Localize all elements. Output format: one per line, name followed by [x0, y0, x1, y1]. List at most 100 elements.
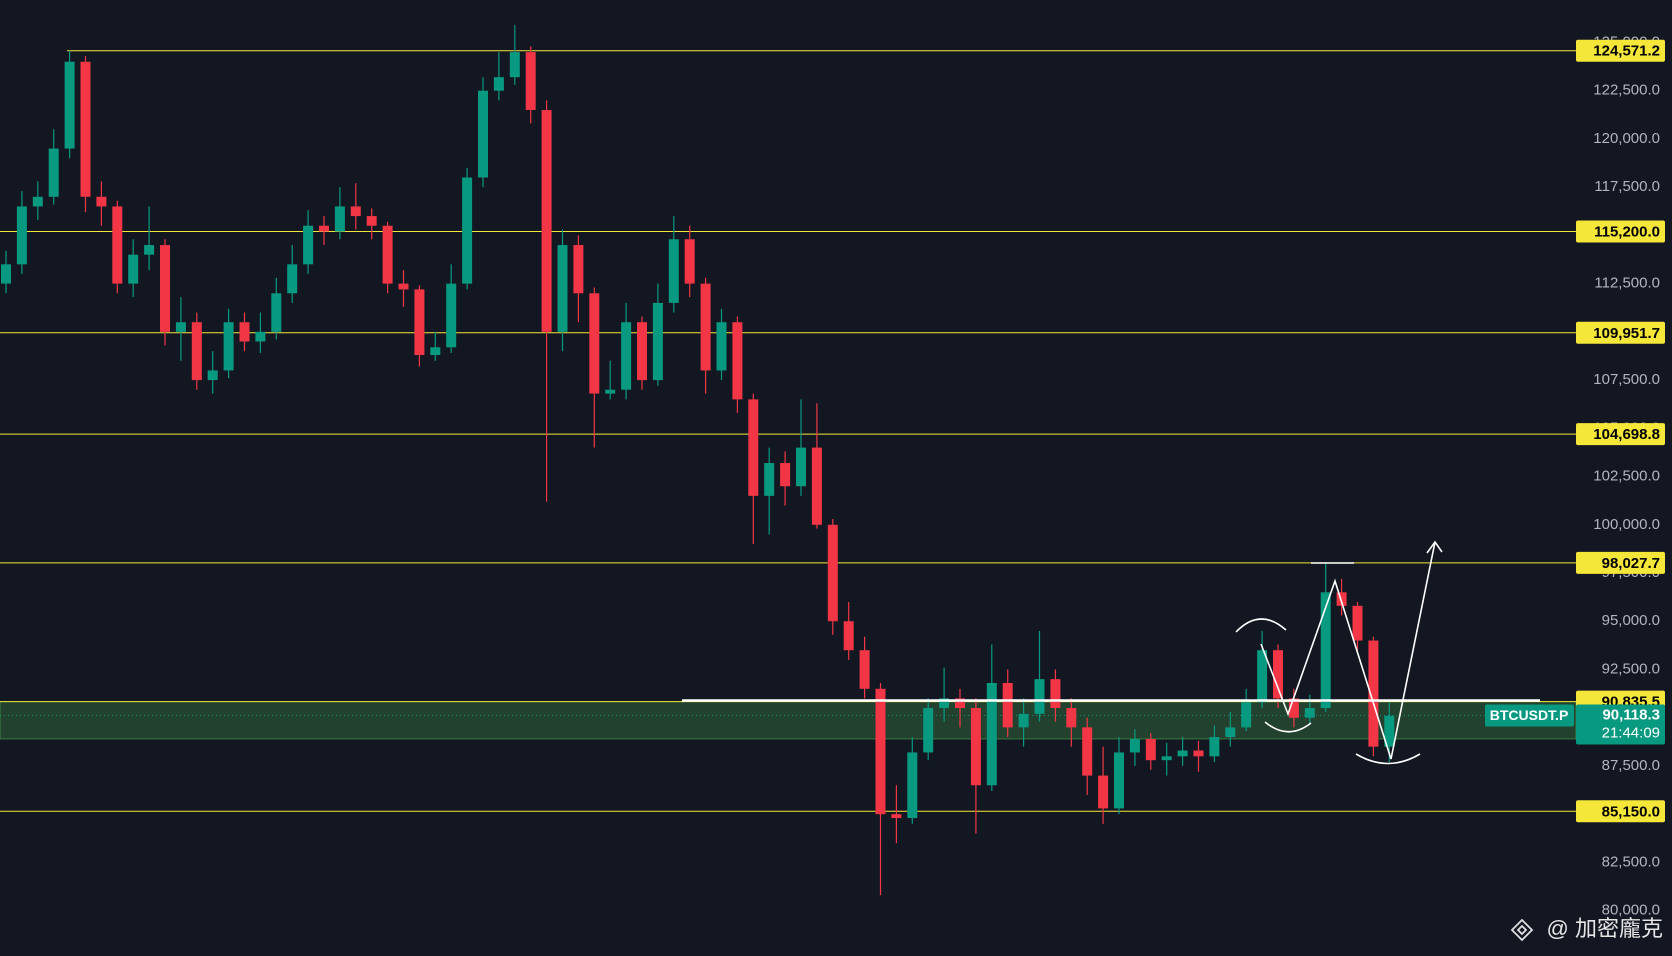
candle-body: [573, 245, 584, 294]
price-axis: 80,000.082,500.085,000.087,500.090,000.0…: [1485, 33, 1665, 919]
candle-body: [923, 708, 934, 753]
candle-body: [621, 322, 632, 390]
candle-body: [430, 347, 441, 356]
candle-body: [525, 52, 536, 110]
candle-body: [366, 216, 377, 226]
level-badge: [1576, 800, 1665, 823]
candle-body: [287, 264, 298, 294]
candle-body: [1273, 650, 1283, 699]
arc: [1355, 753, 1421, 765]
candle-body: [589, 293, 600, 394]
candle-body: [414, 289, 425, 356]
candle-body: [207, 370, 218, 381]
level-label: 104,698.8: [1593, 426, 1660, 443]
candle-body: [780, 463, 791, 487]
candle-body: [1034, 679, 1045, 714]
candle-body: [907, 752, 918, 819]
candle-body: [96, 196, 107, 207]
candle-body: [80, 61, 91, 197]
y-tick-label: 107,500.0: [1593, 371, 1660, 388]
watermark-text: @ 加密龐克: [1547, 916, 1663, 941]
candle-body: [1002, 682, 1013, 728]
candle-body: [1241, 702, 1252, 728]
y-tick-label: 102,500.0: [1593, 468, 1660, 485]
candle-body: [668, 239, 679, 303]
candle-body: [557, 245, 568, 332]
arrow-head: [1426, 540, 1443, 554]
candle-body: [128, 254, 139, 284]
plot-area: [0, 25, 1577, 896]
watermark: @ 加密龐克: [1510, 916, 1663, 942]
logo-icon: [1510, 918, 1534, 942]
candle-body: [811, 447, 822, 525]
candle-body: [493, 77, 504, 91]
candle-body: [796, 447, 806, 487]
y-tick-label: 112,500.0: [1594, 275, 1660, 292]
candle-body: [843, 621, 854, 651]
candle-body: [955, 698, 965, 709]
y-tick-label: 95,000.0: [1602, 612, 1660, 629]
candle-body: [223, 322, 234, 371]
candle-body: [732, 322, 743, 400]
level-label: 115,200.0: [1594, 223, 1660, 240]
candle-body: [1, 264, 11, 284]
y-tick-label: 122,500.0: [1593, 82, 1660, 99]
candle-body: [319, 225, 329, 232]
candle-body: [1193, 750, 1204, 757]
candle-body: [1018, 713, 1029, 728]
candle-body: [1368, 640, 1379, 747]
candle-body: [700, 283, 711, 371]
arc: [1235, 618, 1287, 633]
candle-body: [939, 698, 950, 709]
candle-body: [239, 322, 250, 342]
candle-body: [652, 302, 663, 381]
candle-body: [1209, 737, 1220, 757]
candle-body: [64, 61, 75, 149]
candle-body: [1384, 715, 1395, 747]
price-label: 90,118.3: [1602, 706, 1660, 723]
candle-body: [48, 148, 59, 197]
candle-body: [112, 206, 123, 284]
candle-body: [446, 283, 457, 348]
candle-body: [1257, 650, 1268, 703]
candle-body: [605, 389, 616, 394]
candle-body: [748, 399, 759, 496]
y-tick-label: 80,000.0: [1602, 902, 1660, 919]
candle-body: [970, 708, 981, 786]
candle-body: [382, 225, 393, 284]
y-tick-label: 82,500.0: [1602, 853, 1660, 870]
level-badge: [1576, 220, 1665, 243]
candle-body: [1098, 775, 1109, 809]
candle-body: [478, 90, 488, 178]
candle-body: [1288, 698, 1299, 718]
candle-body: [334, 206, 345, 232]
candle-body: [684, 239, 695, 284]
candle-body: [637, 322, 647, 381]
annotations: [682, 540, 1540, 765]
candle-body: [1320, 592, 1331, 709]
candle-body: [160, 245, 170, 332]
candle-body: [1145, 738, 1156, 761]
level-label: 124,571.2: [1593, 43, 1660, 60]
level-badge: [1576, 39, 1665, 62]
arc: [1264, 721, 1312, 733]
candle-body: [191, 322, 202, 381]
candle-body: [1225, 727, 1236, 738]
candle-body: [32, 196, 43, 207]
y-tick-label: 92,500.0: [1602, 660, 1660, 677]
candle-body: [891, 814, 902, 819]
candle-body: [175, 322, 186, 332]
candle-body: [350, 206, 361, 217]
candle-body: [271, 293, 282, 332]
level-label: 98,027.7: [1602, 555, 1660, 572]
candle-body: [1050, 679, 1061, 709]
candle-body: [859, 650, 870, 689]
candle-body: [827, 524, 838, 622]
candle-body: [1304, 708, 1315, 718]
candle-body: [875, 688, 886, 815]
level-label: 109,951.7: [1593, 325, 1660, 342]
candle-body: [986, 682, 997, 786]
level-badge: [1576, 321, 1665, 344]
candle-body: [541, 109, 552, 332]
